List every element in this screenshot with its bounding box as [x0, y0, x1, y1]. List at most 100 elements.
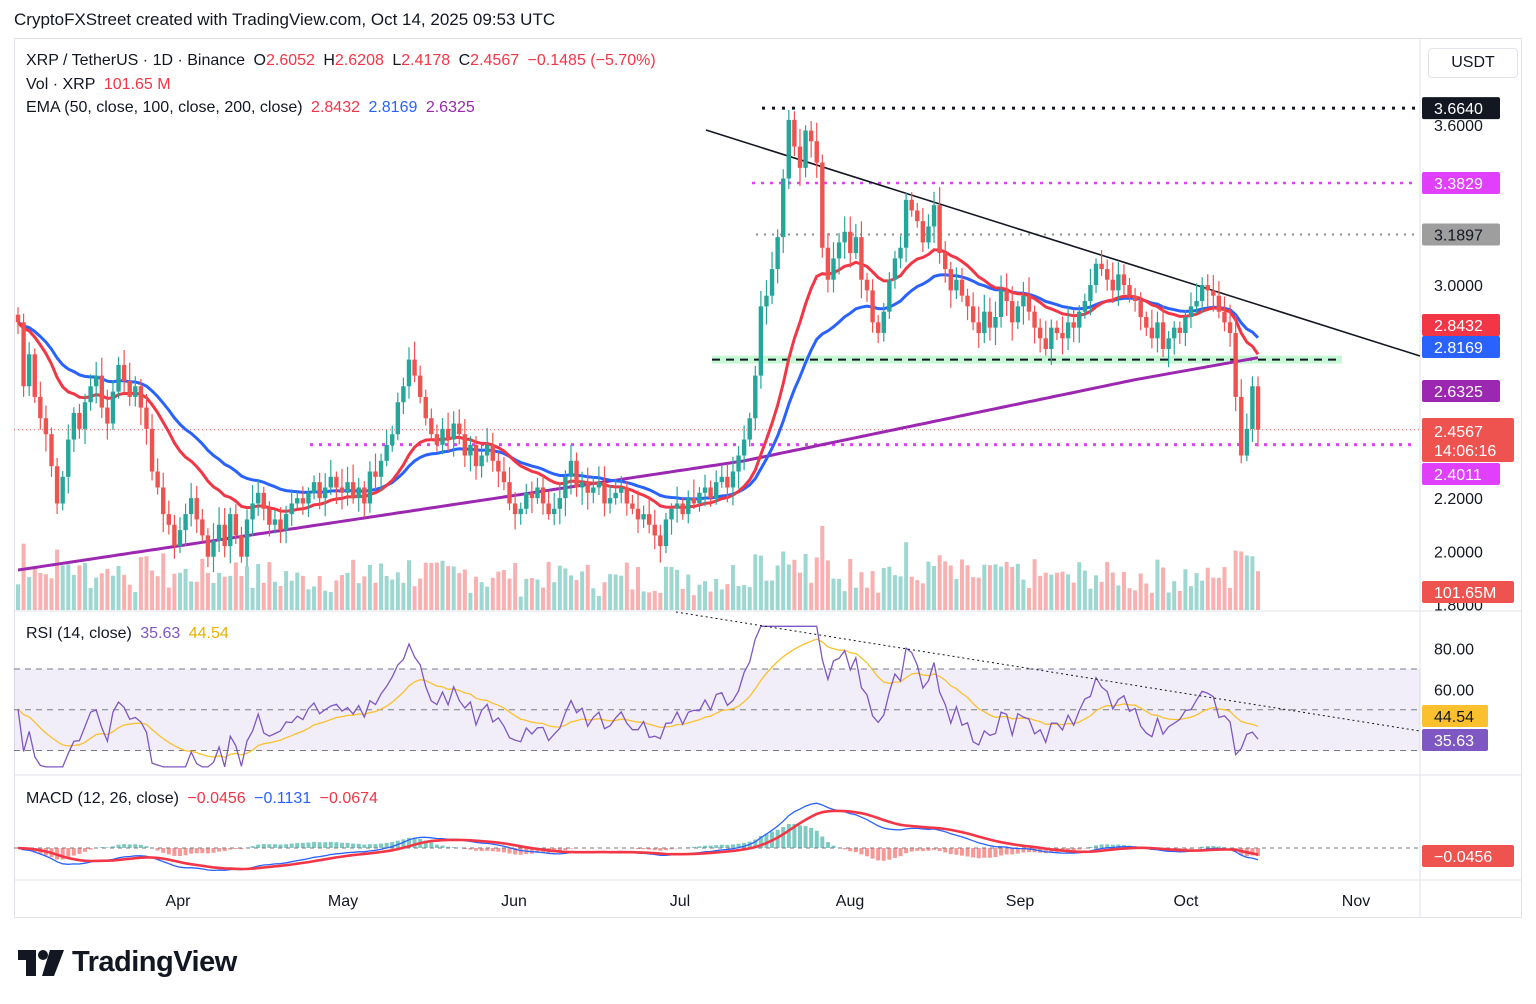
- price-label-bg: [1422, 380, 1500, 402]
- macd-histogram-bar: [300, 842, 305, 848]
- macd-label[interactable]: MACD (12, 26, close): [26, 790, 179, 807]
- candle-body: [468, 444, 473, 456]
- candle-body: [311, 482, 317, 493]
- candle-body: [507, 482, 512, 504]
- volume-bar: [21, 543, 26, 610]
- rsi-tick-label: 80.00: [1434, 642, 1474, 659]
- volume-bar: [1043, 572, 1048, 610]
- macd-histogram-bar: [200, 848, 205, 854]
- volume-layer: [16, 525, 1260, 610]
- volume-bar: [669, 567, 674, 610]
- macd-histogram-bar: [211, 848, 216, 853]
- candle-body: [423, 396, 428, 419]
- volume-bar: [1138, 573, 1143, 610]
- macd-histogram-bar: [166, 848, 171, 855]
- candle-body: [278, 519, 283, 531]
- ema100-value: 2.8169: [368, 99, 418, 116]
- candle-body: [323, 487, 328, 499]
- time-tick-label: Sep: [1006, 893, 1035, 910]
- volume-bar: [256, 563, 261, 610]
- volume-bar: [474, 576, 479, 610]
- volume-bar: [1228, 587, 1233, 610]
- candle-body: [820, 162, 825, 248]
- macd-histogram-bar: [110, 846, 115, 848]
- tradingview-logo[interactable]: TradingView: [18, 946, 237, 979]
- macd-histogram-bar: [876, 848, 881, 861]
- volume-bar: [658, 592, 663, 610]
- rsi-label[interactable]: RSI (14, close): [26, 625, 132, 642]
- volume-bar: [1060, 571, 1065, 610]
- volume-bar: [753, 554, 758, 610]
- volume-bar: [781, 551, 786, 610]
- currency-selector[interactable]: USDT: [1428, 48, 1518, 78]
- macd-histogram-bar: [809, 827, 814, 848]
- volume-bar: [55, 549, 60, 610]
- macd-histogram-bar: [814, 830, 819, 848]
- candle-body: [1188, 306, 1194, 318]
- candle-body: [1026, 295, 1032, 312]
- macd-histogram-bar: [898, 848, 903, 857]
- macd-histogram-bar: [825, 842, 830, 848]
- candle-body: [607, 498, 613, 504]
- macd-histogram-bar: [1043, 848, 1048, 854]
- volume-label[interactable]: Vol · XRP: [26, 76, 96, 93]
- macd-histogram-bar: [99, 847, 104, 848]
- candle-body: [848, 231, 853, 254]
- volume-bar: [976, 577, 981, 610]
- price-label-support: 2.4011: [1434, 467, 1482, 484]
- candle-body: [987, 311, 993, 328]
- countdown-label: 14:06:16: [1434, 443, 1496, 460]
- ema200-line: [17, 356, 1259, 572]
- macd-histogram-bar: [189, 848, 194, 854]
- macd-histogram-bar: [1010, 848, 1015, 855]
- volume-bar: [362, 576, 367, 610]
- macd-histogram-bar: [183, 848, 188, 856]
- candle-body: [557, 498, 563, 509]
- volume-bar: [870, 571, 875, 610]
- macd-histogram-bar: [848, 848, 853, 852]
- macd-histogram-bar: [563, 848, 568, 851]
- volume-bar: [1082, 570, 1087, 610]
- price-label-resistance_high: 3.6640: [1434, 101, 1483, 118]
- volume-bar: [954, 578, 959, 610]
- macd-histogram-bar: [133, 844, 138, 848]
- macd-histogram-bar: [423, 840, 428, 848]
- candle-body: [490, 444, 495, 461]
- candles-layer: [15, 110, 1261, 573]
- candle-body: [892, 258, 898, 280]
- macd-histogram-bar: [703, 845, 708, 848]
- macd-histogram-bar: [434, 844, 439, 848]
- ema-label[interactable]: EMA (50, close, 100, close, 200, close): [26, 99, 303, 116]
- macd-histogram-bar: [691, 846, 696, 848]
- macd-histogram-bar: [1004, 848, 1009, 855]
- candle-body: [1049, 327, 1054, 349]
- volume-bar: [1121, 571, 1126, 610]
- candle-body: [579, 482, 585, 488]
- candle-body: [32, 354, 37, 397]
- symbol-label[interactable]: XRP / TetherUS · 1D · Binance: [26, 52, 246, 69]
- macd-histogram-bar: [982, 848, 987, 858]
- macd-histogram-bar: [83, 848, 88, 852]
- volume-bar: [250, 587, 255, 610]
- macd-histogram-bar: [842, 848, 847, 850]
- rsi-legend: RSI (14, close) 35.63 44.54: [26, 625, 233, 643]
- macd-histogram-bar: [1026, 848, 1031, 853]
- candle-body: [1082, 301, 1088, 312]
- candle-body: [188, 498, 194, 515]
- candle-body: [412, 359, 417, 376]
- volume-bar: [1194, 573, 1199, 610]
- macd-histogram-bar: [887, 848, 892, 860]
- price-label-resistance_grey: 3.1897: [1434, 228, 1483, 245]
- volume-bar: [971, 577, 976, 610]
- volume-bar: [1116, 585, 1121, 610]
- candle-body: [200, 519, 205, 536]
- candle-body: [127, 380, 132, 397]
- candle-body: [864, 279, 870, 291]
- volume-bar: [920, 583, 925, 610]
- macd-histogram-bar: [1021, 848, 1026, 853]
- volume-bar: [83, 562, 88, 610]
- candle-body: [43, 418, 49, 435]
- candle-body: [585, 482, 590, 493]
- candle-body: [915, 210, 920, 222]
